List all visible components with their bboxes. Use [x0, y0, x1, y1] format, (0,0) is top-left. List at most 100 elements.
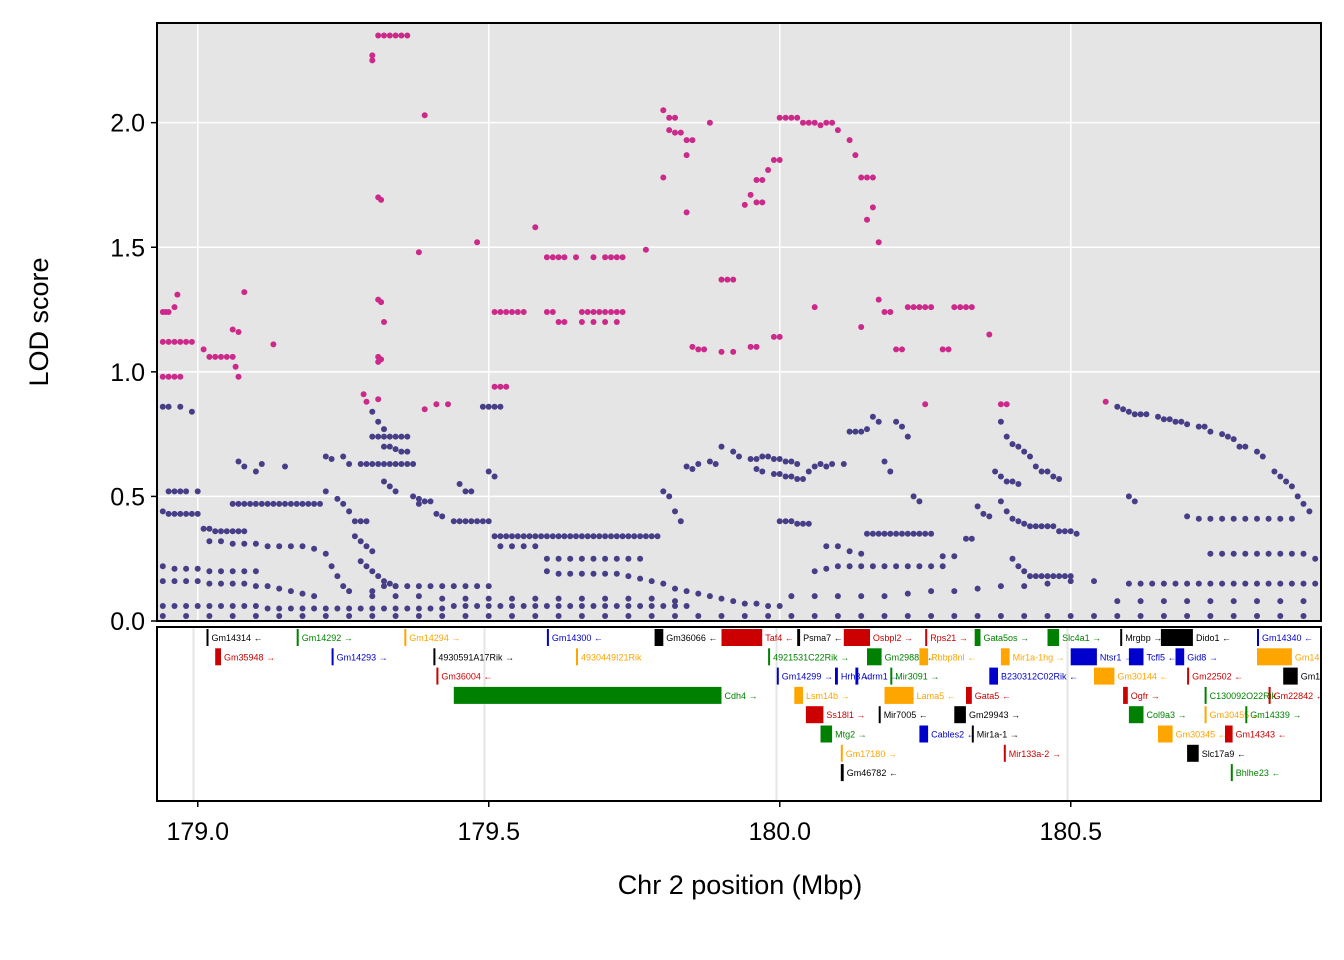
data-point [229, 528, 236, 535]
gene-bar [1225, 725, 1233, 743]
data-point [1254, 550, 1260, 557]
gene-label: Gata5 ← [975, 691, 1011, 701]
data-point [1015, 443, 1022, 450]
data-point [1032, 463, 1039, 470]
data-point [765, 613, 772, 619]
data-point [957, 304, 964, 311]
data-point [311, 593, 318, 600]
data-point [602, 613, 609, 619]
gene-label: Gm29943 → [969, 710, 1020, 720]
gene-bar [436, 667, 439, 685]
data-point [235, 373, 242, 380]
x-tick-label: 180.0 [748, 818, 811, 846]
gene-bar [1160, 629, 1193, 646]
data-point [1254, 613, 1260, 619]
data-point [276, 585, 283, 592]
data-point [555, 613, 562, 619]
data-point [747, 456, 754, 462]
data-point [165, 338, 172, 345]
data-point [904, 563, 911, 570]
data-point [404, 583, 411, 590]
data-point [578, 309, 585, 315]
data-point [1056, 476, 1063, 482]
data-point [375, 433, 382, 440]
data-point [509, 603, 515, 609]
data-point [369, 408, 376, 415]
data-point [1155, 413, 1161, 420]
gene-bar [576, 648, 578, 666]
data-point [381, 461, 387, 467]
data-point [276, 605, 283, 612]
data-point [811, 463, 818, 470]
data-point [381, 605, 387, 612]
data-point [741, 201, 748, 208]
data-point [1265, 580, 1272, 587]
data-point [415, 495, 422, 502]
data-point [235, 458, 242, 465]
data-point [509, 613, 515, 619]
data-point [660, 488, 667, 495]
data-point [770, 471, 777, 477]
data-point [468, 488, 475, 495]
data-point [381, 426, 387, 433]
data-point [695, 613, 702, 619]
data-point [392, 593, 399, 600]
gene-bar [776, 667, 779, 685]
data-point [363, 518, 370, 525]
gene-label: C130092O22Rik [1210, 691, 1277, 701]
data-point [555, 595, 562, 602]
data-point [200, 346, 207, 353]
data-point [369, 613, 376, 619]
data-point [322, 488, 329, 495]
data-point [1061, 573, 1068, 580]
data-point [811, 613, 818, 619]
data-point [386, 461, 393, 467]
gene-bar [1094, 667, 1115, 685]
data-point [753, 199, 760, 206]
data-point [555, 555, 562, 562]
data-point [264, 543, 271, 550]
data-point [776, 456, 783, 462]
data-point [415, 249, 422, 256]
gene-track-panel: Gm14314 ← Gm14292 → Gm14294 → Gm14300 ← Gm36… [156, 626, 1322, 802]
gene-bar [206, 629, 209, 646]
data-point [602, 309, 609, 315]
data-point [881, 563, 888, 570]
data-point [951, 304, 958, 311]
data-point [613, 254, 620, 261]
data-point [1032, 523, 1039, 530]
series-0 [159, 32, 1109, 413]
gene-label: Gid8 → [1187, 652, 1218, 662]
data-point [386, 32, 393, 39]
data-point [381, 319, 387, 325]
data-point [174, 291, 181, 298]
gene-bar [404, 629, 407, 646]
data-point [619, 254, 626, 261]
data-point [1056, 528, 1063, 535]
data-point [334, 573, 341, 580]
data-point [1166, 416, 1173, 423]
data-point [218, 603, 224, 609]
data-point [648, 603, 655, 609]
gene-label: Gm14292 → [302, 633, 353, 643]
data-point [590, 319, 597, 325]
data-point [485, 595, 492, 602]
data-point [282, 463, 288, 470]
data-point [509, 533, 515, 540]
data-point [369, 461, 376, 467]
data-point [951, 588, 958, 595]
data-point [194, 603, 201, 609]
data-point [1160, 416, 1167, 423]
data-point [171, 578, 178, 585]
data-point [183, 613, 190, 619]
data-point [782, 473, 789, 480]
data-point [241, 568, 248, 575]
y-axis: 0.0 0.5 1.0 1.5 2.0 [110, 110, 157, 636]
data-point [683, 463, 690, 470]
data-point [229, 613, 236, 619]
data-point [823, 543, 830, 550]
gene-bar [1245, 706, 1248, 724]
data-point [415, 605, 422, 612]
data-point [608, 533, 614, 540]
data-point [1184, 580, 1191, 587]
